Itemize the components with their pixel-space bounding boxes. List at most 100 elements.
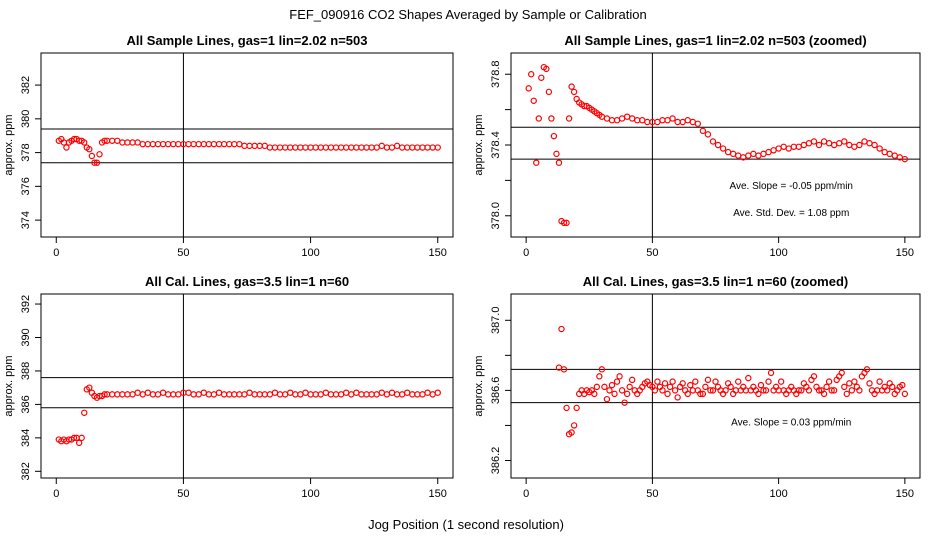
y-tick-label: 392	[20, 295, 32, 313]
data-point	[190, 140, 197, 148]
data-point	[246, 142, 253, 150]
data-point	[215, 140, 223, 148]
data-point	[530, 97, 537, 104]
data-point	[565, 115, 573, 122]
x-tick-label: 150	[429, 488, 447, 500]
data-point	[398, 144, 406, 151]
data-point	[292, 144, 299, 151]
data-point	[353, 389, 360, 396]
data-point	[596, 373, 603, 380]
y-tick-label: 386.6	[490, 377, 502, 405]
x-tick-label: 50	[177, 247, 189, 259]
data-point	[287, 389, 294, 396]
data-point	[881, 148, 888, 156]
data-point	[287, 144, 294, 151]
y-tick-label: 386.2	[490, 447, 502, 475]
data-point	[332, 391, 340, 398]
data-point	[434, 144, 441, 151]
data-point	[679, 118, 686, 126]
data-point	[611, 390, 618, 398]
data-point	[729, 150, 737, 158]
data-point	[86, 384, 93, 391]
data-point	[891, 152, 898, 159]
data-point	[337, 144, 345, 151]
data-point	[297, 144, 304, 151]
y-tick-label: 390	[20, 328, 32, 346]
data-point	[883, 387, 891, 394]
data-point	[825, 140, 833, 147]
data-point	[876, 378, 883, 385]
data-point	[429, 391, 436, 398]
y-tick-label: 384	[20, 429, 32, 447]
data-point	[200, 389, 207, 396]
data-point	[548, 115, 555, 122]
data-point	[628, 115, 636, 122]
data-point	[200, 140, 207, 148]
data-point	[134, 139, 141, 146]
data-point	[393, 391, 401, 398]
data-point	[195, 391, 202, 398]
data-point	[661, 380, 669, 387]
data-point	[866, 380, 873, 387]
data-point	[358, 391, 365, 398]
data-point	[841, 138, 848, 145]
chart-panels: All Sample Lines, gas=1 lin=2.02 n=503 0 5…	[3, 33, 921, 500]
figure-xlabel: Jog Position (1 second resolution)	[368, 517, 564, 532]
data-point	[86, 146, 93, 153]
data-point	[654, 118, 661, 126]
data-point	[593, 383, 601, 391]
data-point	[669, 378, 676, 385]
data-point	[109, 137, 116, 144]
data-point	[790, 143, 797, 150]
annotation-text: Ave. Std. Dev. = 1.08 ppm	[733, 208, 849, 219]
data-point	[560, 219, 568, 227]
data-point	[613, 378, 621, 385]
data-point	[545, 88, 553, 96]
data-point	[608, 117, 616, 124]
data-point	[679, 380, 686, 387]
data-point	[434, 389, 441, 396]
y-tick-label: 378.8	[490, 60, 502, 88]
data-point	[830, 387, 838, 394]
data-point	[281, 391, 289, 398]
data-point	[101, 391, 108, 398]
data-point	[159, 140, 167, 148]
data-point	[302, 389, 309, 396]
data-point	[628, 376, 636, 384]
data-point	[312, 144, 319, 151]
chart-panel-1: All Sample Lines, gas=1 lin=2.02 n=503 0 5…	[3, 33, 454, 259]
data-point	[119, 391, 126, 398]
data-point	[613, 117, 621, 124]
data-point	[81, 139, 88, 146]
data-point	[337, 391, 345, 398]
data-point	[563, 219, 570, 227]
x-tick-label: 100	[769, 247, 787, 259]
data-point	[256, 391, 263, 398]
data-point	[276, 144, 284, 151]
y-tick-label: 382	[20, 462, 32, 480]
x-tick-label: 0	[53, 247, 59, 259]
data-point	[332, 144, 340, 151]
data-point	[805, 140, 813, 147]
data-point	[689, 387, 696, 394]
data-point	[144, 140, 152, 148]
data-point	[841, 383, 848, 391]
data-point	[727, 383, 734, 391]
data-point	[618, 115, 626, 122]
data-point	[795, 387, 803, 394]
data-point	[659, 387, 666, 394]
data-point	[149, 391, 157, 398]
data-point	[383, 144, 391, 151]
data-point	[722, 387, 729, 394]
data-point	[674, 118, 681, 126]
data-point	[805, 387, 813, 394]
data-point	[409, 391, 416, 398]
data-point	[124, 391, 131, 398]
panel-title: All Sample Lines, gas=1 lin=2.02 n=503 (…	[564, 33, 866, 48]
data-point	[424, 389, 431, 396]
data-point	[185, 389, 192, 396]
data-point	[535, 115, 542, 122]
data-point	[750, 150, 757, 158]
data-point	[573, 404, 580, 412]
data-point	[378, 142, 385, 150]
